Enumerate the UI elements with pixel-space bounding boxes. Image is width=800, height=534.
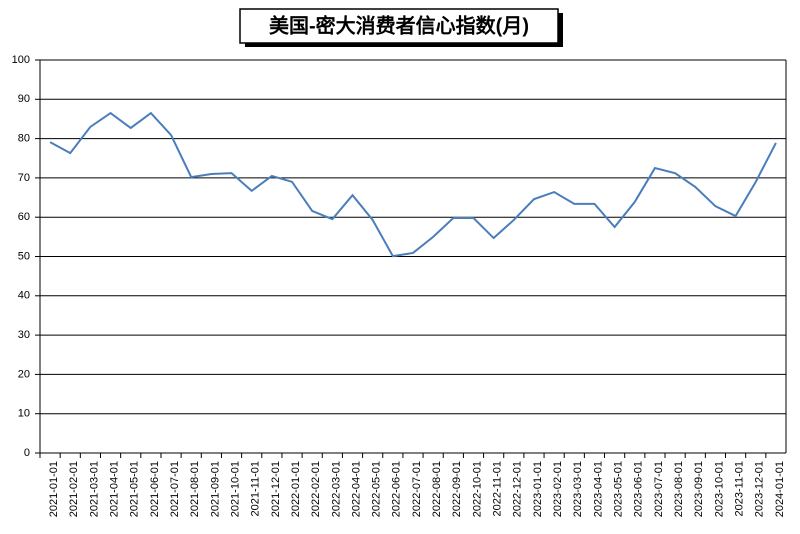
x-tick-label: 2021-04-01 <box>108 461 120 517</box>
x-tick-label: 2021-02-01 <box>68 461 80 517</box>
x-tick-label: 2023-12-01 <box>754 461 766 517</box>
y-tick-label: 60 <box>18 211 30 223</box>
x-tick-label: 2023-05-01 <box>613 461 625 517</box>
x-tick-label: 2023-06-01 <box>633 461 645 517</box>
y-tick-label: 50 <box>18 250 30 262</box>
line <box>49 111 777 258</box>
x-tick-label: 2023-07-01 <box>653 461 665 517</box>
x-tick-label: 2022-09-01 <box>451 461 463 517</box>
x-tick-label: 2022-06-01 <box>391 461 403 517</box>
x-tick-label: 2023-08-01 <box>673 461 685 517</box>
x-tick-label: 2022-03-01 <box>330 461 342 517</box>
x-tick-label: 2022-05-01 <box>371 461 383 517</box>
title-box <box>239 8 559 44</box>
x-tick-label: 2023-09-01 <box>693 461 705 517</box>
x-tick-label: 2021-01-01 <box>48 461 60 517</box>
x-tick-label: 2022-02-01 <box>310 461 322 517</box>
x-tick-label: 2021-03-01 <box>88 461 100 517</box>
x-tick-label: 2022-12-01 <box>512 461 524 517</box>
y-tick-label: 70 <box>18 172 30 184</box>
x-tick-label: 2023-02-01 <box>552 461 564 517</box>
x-tick-label: 2023-04-01 <box>592 461 604 517</box>
chart-title: 美国-密大消费者信心指数(月) <box>269 13 529 37</box>
x-tick-label: 2021-11-01 <box>250 461 262 516</box>
x-tick-label: 2022-04-01 <box>350 461 362 517</box>
x-tick-label: 2021-06-01 <box>149 461 161 517</box>
x-tick-label: 2024-01-01 <box>774 461 786 517</box>
x-tick-label: 2023-03-01 <box>572 461 584 517</box>
y-tick-label: 80 <box>18 133 30 145</box>
y-tick-label: 20 <box>18 368 30 380</box>
x-tick-label: 2022-01-01 <box>290 461 302 517</box>
y-tick-label: 30 <box>18 329 30 341</box>
y-tick-label: 90 <box>18 93 30 105</box>
y-tick-label: 100 <box>12 54 30 66</box>
y-tick-label: 40 <box>18 290 30 302</box>
x-tick-label: 2021-08-01 <box>189 461 201 517</box>
x-tick-label: 2023-01-01 <box>532 461 544 517</box>
x-tick-label: 2022-08-01 <box>431 461 443 517</box>
x-tick-label: 2022-07-01 <box>411 461 423 517</box>
y-tick-label: 0 <box>24 447 30 459</box>
x-tick-label: 2021-12-01 <box>270 461 282 517</box>
x-tick-label: 2023-11-01 <box>734 461 746 516</box>
x-tick-label: 2021-10-01 <box>229 461 241 517</box>
y-tick-label: 10 <box>18 408 30 420</box>
x-tick-label: 2021-07-01 <box>169 461 181 517</box>
x-tick-label: 2023-10-01 <box>713 461 725 517</box>
x-tick-label: 2021-09-01 <box>209 461 221 517</box>
x-tick-label: 2022-11-01 <box>492 461 504 516</box>
x-tick-label: 2021-05-01 <box>129 461 141 517</box>
x-tick-label: 2022-10-01 <box>471 461 483 517</box>
